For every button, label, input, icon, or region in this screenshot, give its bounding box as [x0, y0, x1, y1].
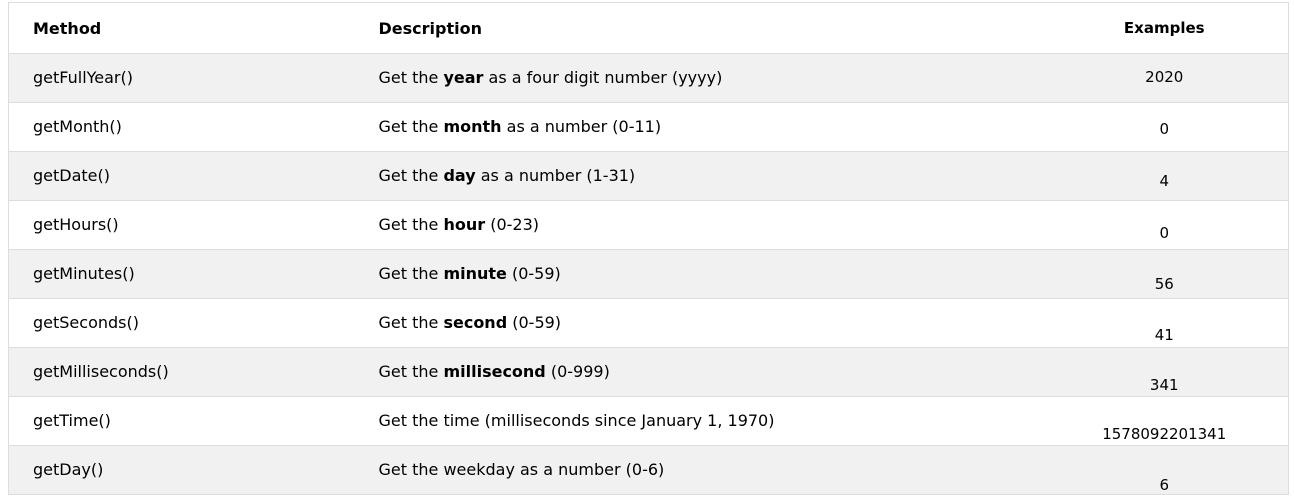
description-text-post: (0-23)	[485, 214, 540, 234]
example-value: 56	[1154, 275, 1174, 294]
cell-method: getMilliseconds()	[8, 347, 379, 397]
description-text-pre: Get the	[378, 263, 444, 283]
cell-description: Get the minute (0-59)	[378, 249, 1041, 299]
table-row: getMonth() Get the month as a number (0-1…	[8, 102, 1289, 152]
description-text-pre: Get the	[378, 361, 444, 381]
cell-example: 56	[1040, 249, 1289, 299]
description-keyword: day	[443, 165, 476, 185]
description-text-post: (0-59)	[507, 312, 562, 332]
example-value: 4	[1159, 172, 1170, 191]
example-value: 1578092201341	[1102, 425, 1227, 444]
column-header-examples: Examples	[1040, 2, 1289, 54]
example-value: 41	[1154, 326, 1174, 345]
cell-method: getFullYear()	[8, 53, 379, 103]
cell-description: Get the weekday as a number (0-6)	[378, 445, 1041, 495]
cell-example: 2020	[1040, 53, 1289, 103]
description-keyword: year	[443, 67, 484, 87]
table-row: getDate() Get the day as a number (1-31) 4	[8, 151, 1289, 201]
description-text-post: (0-59)	[506, 263, 561, 283]
description-text-pre: Get the	[378, 312, 444, 332]
column-header-description: Description	[378, 2, 1041, 54]
description-keyword: minute	[443, 263, 507, 283]
example-value: 0	[1159, 224, 1170, 243]
cell-example: 4	[1040, 151, 1289, 201]
example-value: 6	[1159, 476, 1170, 495]
table-row: getTime() Get the time (milliseconds sinc…	[8, 396, 1289, 446]
table-header-row: Method Description Examples	[8, 2, 1289, 54]
cell-method: getSeconds()	[8, 298, 379, 348]
example-value: 341	[1149, 376, 1179, 395]
description-text-pre: Get the	[378, 214, 444, 234]
cell-example: 0	[1040, 200, 1289, 250]
cell-method: getDate()	[8, 151, 379, 201]
cell-description: Get the month as a number (0-11)	[378, 102, 1041, 152]
description-text-post: as a four digit number (yyyy)	[483, 67, 723, 87]
description-text-pre: Get the weekday as a number (0-6)	[378, 459, 665, 479]
cell-description: Get the time (milliseconds since January…	[378, 396, 1041, 446]
cell-example: 0	[1040, 102, 1289, 152]
description-text-pre: Get the	[378, 165, 444, 185]
table-header: Method Description Examples	[8, 2, 1289, 54]
example-value: 0	[1159, 120, 1170, 139]
cell-example: 41	[1040, 298, 1289, 348]
description-text-pre: Get the	[378, 67, 444, 87]
cell-description: Get the second (0-59)	[378, 298, 1041, 348]
description-keyword: second	[443, 312, 508, 332]
description-keyword: month	[443, 116, 502, 136]
table-row: getDay() Get the weekday as a number (0-6…	[8, 445, 1289, 495]
cell-example: 341	[1040, 347, 1289, 397]
cell-description: Get the millisecond (0-999)	[378, 347, 1041, 397]
example-value: 2020	[1145, 68, 1184, 87]
cell-example: 1578092201341	[1040, 396, 1289, 446]
table-row: getMinutes() Get the minute (0-59) 56	[8, 249, 1289, 299]
description-text-post: as a number (0-11)	[501, 116, 662, 136]
cell-method: getHours()	[8, 200, 379, 250]
description-keyword: hour	[443, 214, 486, 234]
table-body: getFullYear() Get the year as a four digi…	[8, 53, 1289, 495]
description-text-post: as a number (1-31)	[475, 165, 636, 185]
description-keyword: millisecond	[443, 361, 546, 381]
table-row: getSeconds() Get the second (0-59) 41	[8, 298, 1289, 348]
cell-example: 6	[1040, 445, 1289, 495]
description-text-pre: Get the time (milliseconds since January…	[378, 410, 775, 430]
table-row: getMilliseconds() Get the millisecond (0-…	[8, 347, 1289, 397]
description-text-post: (0-999)	[545, 361, 610, 381]
cell-description: Get the day as a number (1-31)	[378, 151, 1041, 201]
cell-method: getMonth()	[8, 102, 379, 152]
table-row: getFullYear() Get the year as a four digi…	[8, 53, 1289, 103]
cell-method: getTime()	[8, 396, 379, 446]
cell-description: Get the hour (0-23)	[378, 200, 1041, 250]
cell-description: Get the year as a four digit number (yyy…	[378, 53, 1041, 103]
date-methods-table: Method Description Examples getFullYear(…	[8, 2, 1289, 495]
cell-method: getMinutes()	[8, 249, 379, 299]
cell-method: getDay()	[8, 445, 379, 495]
column-header-method: Method	[8, 2, 379, 54]
table-row: getHours() Get the hour (0-23) 0	[8, 200, 1289, 250]
description-text-pre: Get the	[378, 116, 444, 136]
